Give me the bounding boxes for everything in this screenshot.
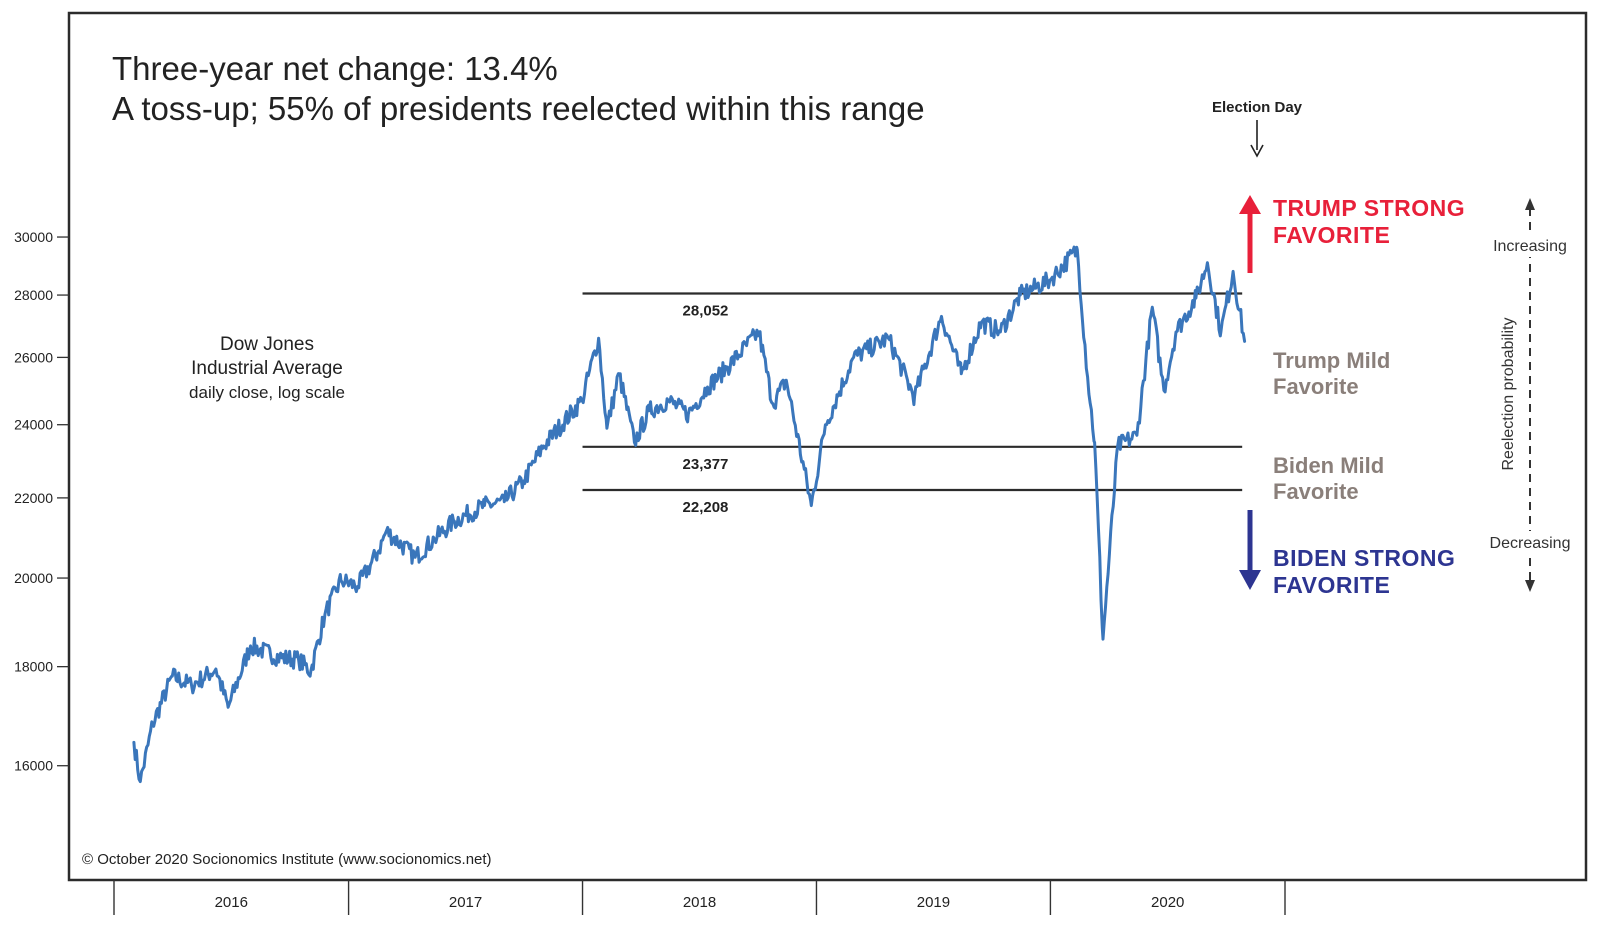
x-axis: 2016 2017 2018 2019 2020 xyxy=(113,880,1286,915)
trump-strong-label-1: TRUMP STRONG xyxy=(1273,195,1465,221)
x-year-label: 2016 xyxy=(215,894,248,911)
probability-bottom-label: Decreasing xyxy=(1490,535,1571,552)
probability-top-label: Increasing xyxy=(1493,238,1567,255)
biden-strong-label-1: BIDEN STRONG xyxy=(1273,545,1455,571)
series-label-line-2: Industrial Average xyxy=(191,358,343,379)
probability-axis-label: Reelection probability xyxy=(1500,318,1517,471)
y-axis: 16000 18000 20000 22000 24000 26000 28000 30000 xyxy=(14,229,69,774)
biden-mild-label-1: Biden Mild xyxy=(1273,453,1384,478)
election-day-arrow xyxy=(1250,120,1264,158)
x-year-label: 2018 xyxy=(683,894,716,911)
x-year-label: 2020 xyxy=(1151,894,1184,911)
trump-mild-label-2: Favorite xyxy=(1273,374,1359,399)
trump-strong-label-2: FAVORITE xyxy=(1273,222,1390,248)
probability-mid-bg xyxy=(1480,309,1508,479)
level-label: 28,052 xyxy=(683,302,729,319)
y-tick-label: 22000 xyxy=(14,490,53,506)
election-day-label: Election Day xyxy=(1212,99,1303,116)
probability-top-bg xyxy=(1478,235,1582,257)
y-tick-label: 26000 xyxy=(14,349,53,365)
level-label: 23,377 xyxy=(683,456,729,473)
y-tick-label: 30000 xyxy=(14,229,53,245)
title-line-1: Three-year net change: 13.4% xyxy=(112,50,558,87)
y-tick-label: 20000 xyxy=(14,570,53,586)
y-tick-label: 24000 xyxy=(14,417,53,433)
copyright-note: © October 2020 Socionomics Institute (ww… xyxy=(82,851,492,868)
x-year-label: 2019 xyxy=(917,894,950,911)
probability-bottom-bg xyxy=(1478,531,1584,553)
trump-strong-arrow xyxy=(1239,195,1261,273)
biden-strong-arrow xyxy=(1239,510,1261,590)
x-year-label: 2017 xyxy=(449,894,482,911)
biden-strong-label-2: FAVORITE xyxy=(1273,572,1390,598)
series-label-line-3: daily close, log scale xyxy=(189,383,345,402)
biden-mild-label-2: Favorite xyxy=(1273,479,1359,504)
probability-axis xyxy=(1525,198,1535,592)
level-label: 22,208 xyxy=(683,499,729,516)
plot-frame xyxy=(67,11,1588,882)
trump-mild-label-1: Trump Mild xyxy=(1273,348,1390,373)
y-tick-label: 28000 xyxy=(14,287,53,303)
title-line-2: A toss-up; 55% of presidents reelected w… xyxy=(112,90,925,127)
dow-series-line xyxy=(132,245,1247,784)
level-lines: 28,052 23,377 22,208 xyxy=(582,292,1243,516)
y-tick-label: 16000 xyxy=(14,758,53,774)
series-label-line-1: Dow Jones xyxy=(220,334,314,355)
y-tick-label: 18000 xyxy=(14,659,53,675)
